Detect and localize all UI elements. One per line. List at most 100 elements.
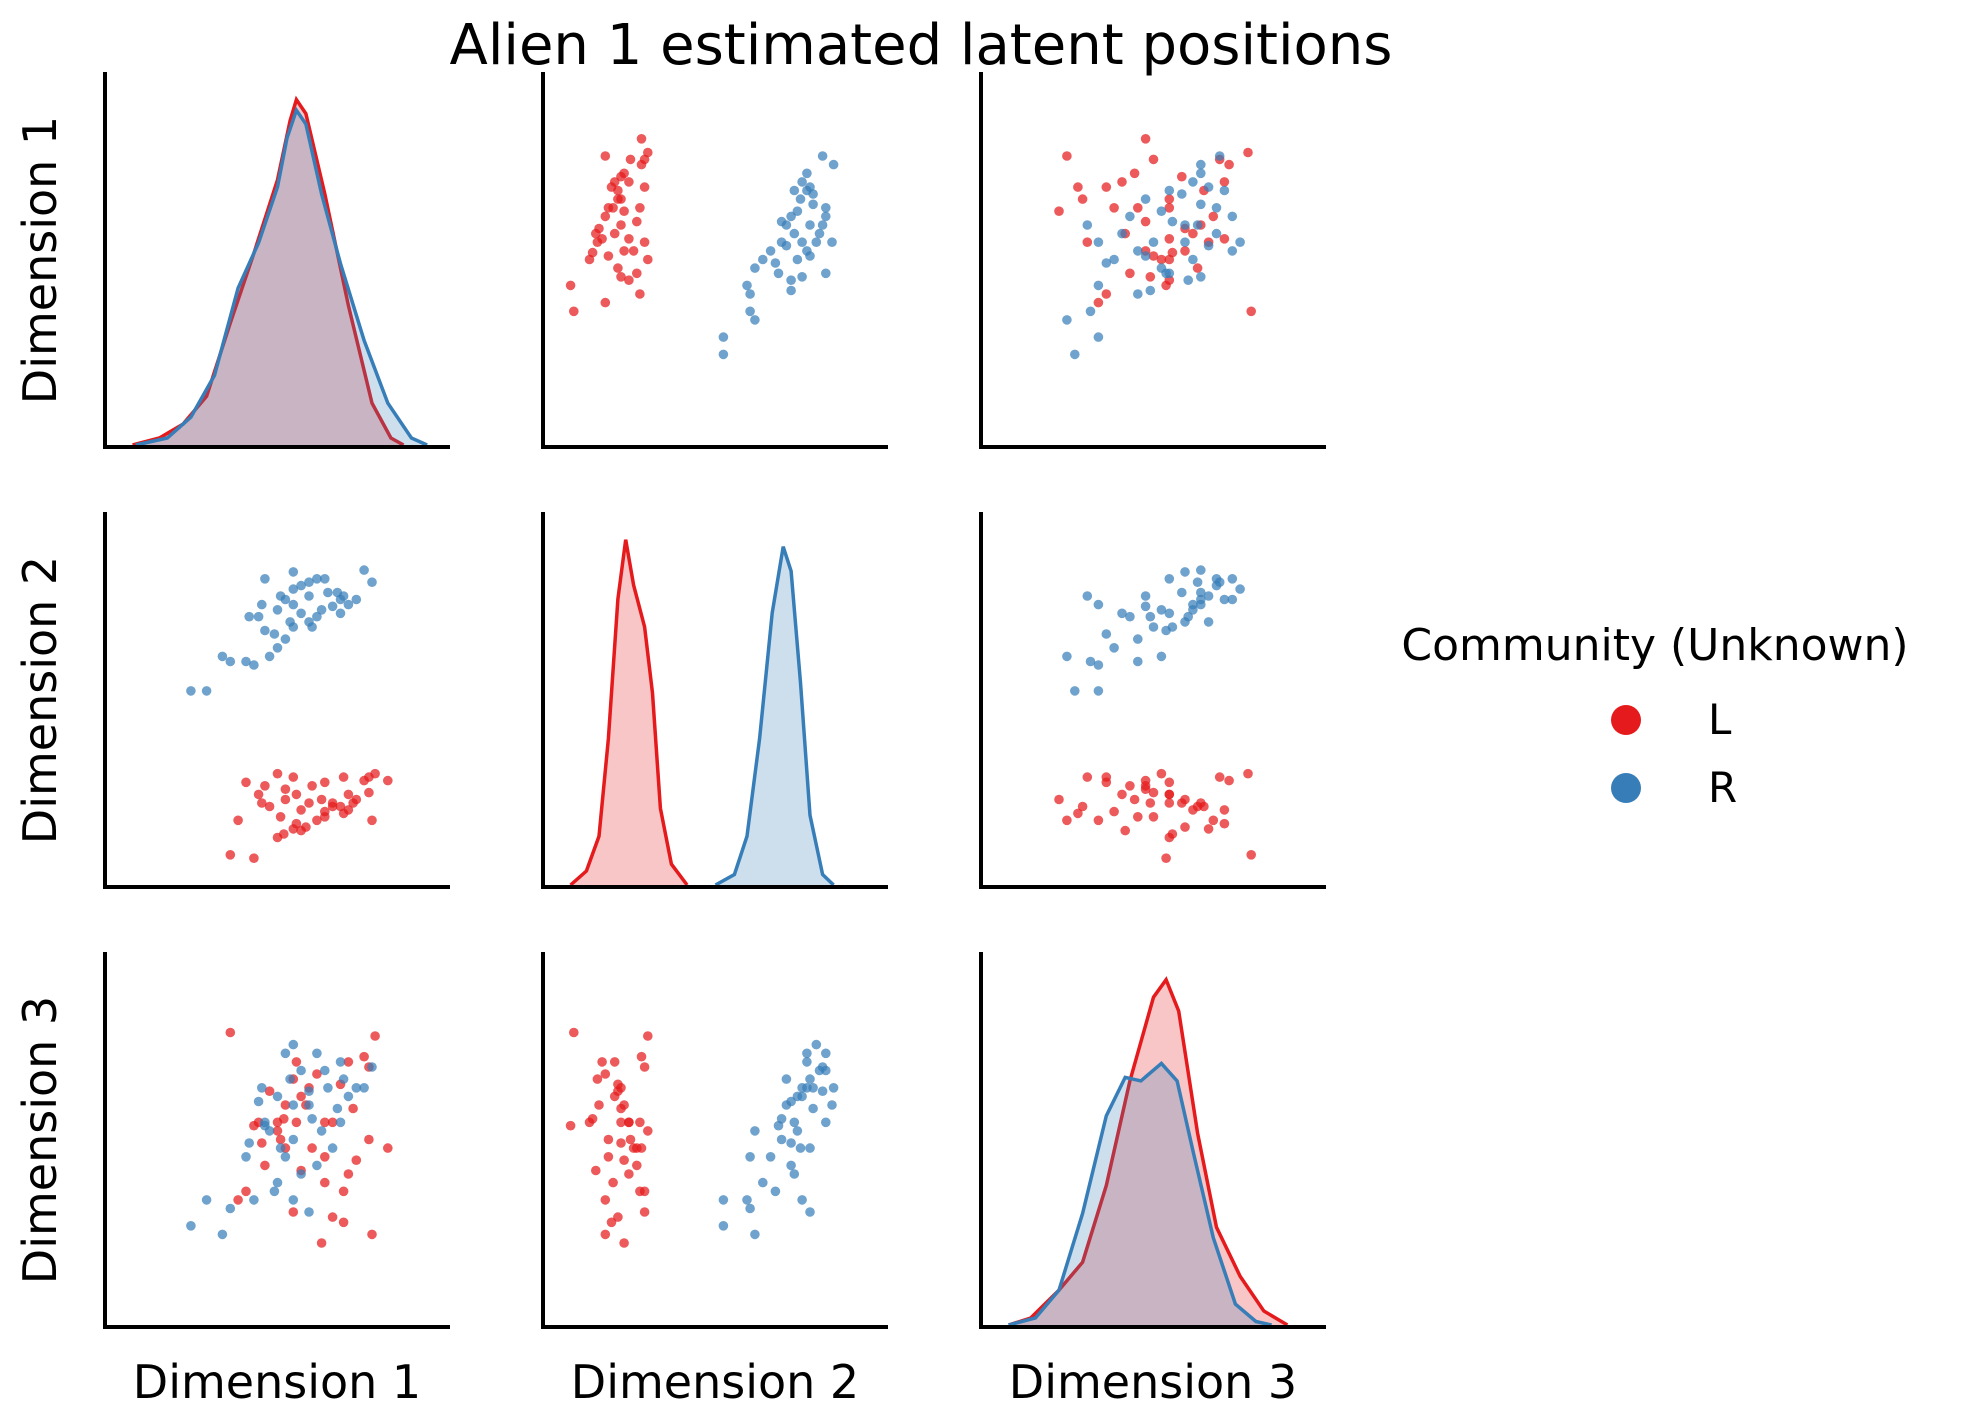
- point-l-25: [584, 254, 595, 265]
- point-r-28: [1196, 599, 1206, 610]
- point-l-4: [613, 194, 623, 204]
- point-r-18: [1164, 608, 1175, 619]
- point-r-34: [288, 1100, 299, 1110]
- point-l-34: [307, 1143, 317, 1153]
- point-r-1: [1227, 211, 1238, 222]
- point-r-25: [285, 617, 295, 627]
- point-r-8: [742, 280, 752, 291]
- point-r-5: [828, 159, 839, 170]
- point-l-17: [338, 808, 349, 819]
- point-r-18: [789, 185, 800, 196]
- point-r-40: [269, 629, 280, 639]
- point-l-31: [635, 1186, 645, 1197]
- point-l-11: [1117, 789, 1127, 800]
- point-l-10: [643, 1031, 653, 1041]
- point-r-27: [272, 1091, 283, 1102]
- point-r-23: [1117, 608, 1127, 619]
- point-l-35: [1164, 203, 1175, 213]
- point-l-28: [1164, 234, 1175, 244]
- kde-fill-l: [570, 539, 688, 885]
- point-l-30: [1125, 781, 1135, 791]
- point-r-7: [186, 686, 196, 696]
- point-l-8: [636, 1051, 647, 1062]
- point-r-39: [332, 1103, 343, 1114]
- point-l-10: [1243, 147, 1253, 158]
- point-l-13: [1148, 787, 1159, 798]
- point-r-19: [327, 601, 338, 612]
- point-l-40: [1093, 815, 1104, 826]
- point-l-35: [635, 1117, 645, 1128]
- point-r-18: [335, 608, 346, 619]
- y-label-dimension-2: Dimension 2: [13, 556, 67, 844]
- point-l-39: [1148, 812, 1159, 822]
- point-r-38: [316, 1126, 327, 1136]
- point-l-6: [1161, 853, 1171, 863]
- point-l-25: [272, 1117, 283, 1128]
- point-r-13: [1062, 315, 1072, 325]
- point-r-31: [296, 580, 306, 591]
- point-l-18: [320, 1152, 330, 1162]
- point-r-7: [718, 349, 729, 360]
- point-l-22: [1203, 824, 1214, 834]
- point-l-42: [367, 1229, 377, 1240]
- point-r-15: [1148, 622, 1159, 632]
- point-l-37: [619, 1100, 629, 1110]
- point-r-22: [1203, 591, 1214, 601]
- point-l-30: [260, 781, 270, 791]
- y-label-dimension-3: Dimension 3: [13, 996, 67, 1284]
- point-r-42: [288, 599, 299, 610]
- panel-grid: [103, 72, 1326, 1329]
- point-r-23: [789, 1169, 800, 1179]
- point-l-35: [320, 777, 330, 788]
- point-r-36: [244, 1138, 254, 1148]
- axis-spines: [979, 512, 1326, 889]
- point-r-7: [1070, 349, 1080, 360]
- point-r-14: [1133, 246, 1143, 256]
- point-r-7: [186, 1221, 196, 1231]
- point-l-17: [606, 1217, 617, 1228]
- point-r-25: [1203, 240, 1214, 251]
- point-l-36: [609, 1091, 620, 1102]
- point-r-19: [795, 1143, 806, 1153]
- point-r-10: [264, 651, 275, 662]
- point-r-28: [797, 1083, 807, 1093]
- point-r-4: [1214, 151, 1225, 161]
- point-r-33: [260, 574, 270, 584]
- point-r-36: [1145, 285, 1156, 296]
- point-r-34: [288, 567, 299, 577]
- point-r-4: [817, 151, 828, 161]
- point-l-14: [1177, 171, 1187, 182]
- point-r-28: [797, 272, 807, 282]
- point-l-40: [600, 1195, 611, 1205]
- point-l-11: [624, 177, 634, 187]
- point-r-41: [1082, 591, 1093, 601]
- point-l-38: [257, 798, 267, 808]
- point-r-22: [338, 1074, 349, 1084]
- point-l-2: [619, 1238, 629, 1248]
- point-l-31: [635, 289, 645, 299]
- point-l-28: [291, 1117, 302, 1128]
- point-l-25: [272, 832, 283, 843]
- point-r-12: [745, 1203, 755, 1214]
- point-r-38: [316, 605, 327, 615]
- point-r-18: [1164, 185, 1175, 196]
- point-l-26: [264, 801, 275, 812]
- point-r-14: [280, 634, 291, 644]
- point-r-16: [304, 1100, 314, 1110]
- point-r-7: [1070, 686, 1080, 696]
- point-l-32: [639, 237, 650, 247]
- point-r-26: [1183, 275, 1193, 286]
- point-r-26: [1183, 611, 1193, 622]
- point-r-14: [765, 246, 776, 256]
- point-l-30: [632, 1160, 642, 1171]
- point-r-6: [718, 332, 729, 342]
- point-r-3: [1196, 199, 1206, 210]
- point-l-13: [625, 154, 636, 165]
- point-l-37: [1180, 246, 1190, 256]
- point-r-12: [1085, 306, 1096, 317]
- x-label-dimension-1: Dimension 1: [133, 1355, 421, 1409]
- point-r-39: [808, 1103, 818, 1114]
- point-r-3: [323, 1083, 333, 1093]
- point-r-40: [269, 1186, 280, 1197]
- point-r-0: [320, 574, 330, 584]
